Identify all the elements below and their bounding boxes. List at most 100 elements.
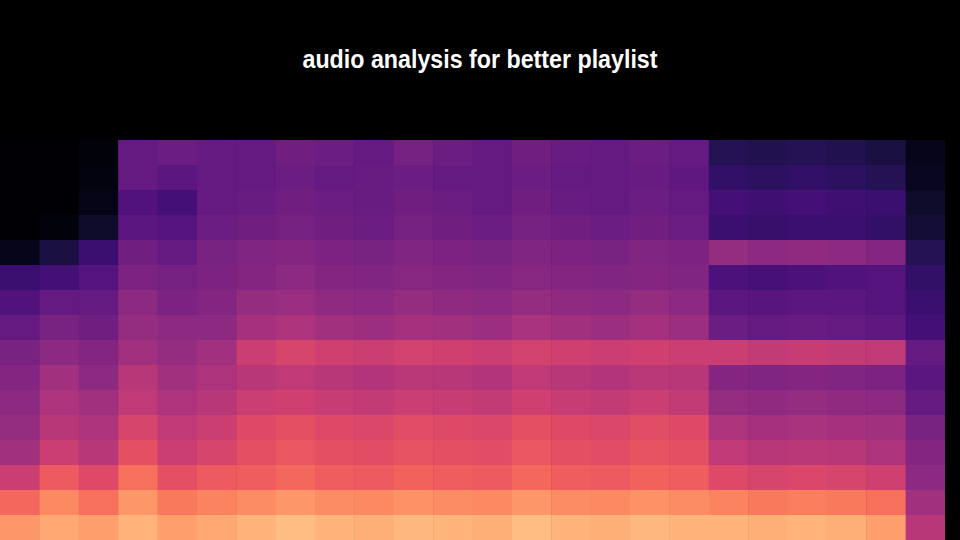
heatmap-cell — [394, 315, 434, 341]
heatmap-cell — [630, 290, 670, 316]
heatmap-cell — [118, 215, 158, 241]
heatmap-cell — [630, 315, 670, 341]
heatmap-cell — [354, 415, 394, 441]
heatmap-cell — [118, 265, 158, 291]
heatmap-cell — [709, 515, 749, 540]
heatmap-cell — [473, 440, 513, 466]
heatmap-cell — [0, 190, 40, 216]
heatmap-cell — [866, 440, 906, 466]
heatmap-cell — [0, 465, 40, 491]
heatmap-cell — [197, 165, 237, 191]
heatmap-cell — [433, 140, 473, 166]
heatmap-cell — [158, 515, 198, 540]
heatmap-cell — [866, 265, 906, 291]
heatmap-cell — [394, 390, 434, 416]
heatmap-cell — [512, 240, 552, 266]
heatmap-cell — [394, 515, 434, 540]
heatmap-cell — [748, 490, 788, 516]
heatmap-cell — [630, 515, 670, 540]
heatmap-cell — [788, 340, 828, 366]
heatmap-cell — [0, 290, 40, 316]
heatmap-cell — [354, 240, 394, 266]
heatmap-cell — [827, 290, 867, 316]
heatmap-cell — [0, 240, 40, 266]
heatmap-cell — [39, 415, 79, 441]
heatmap-cell — [354, 140, 394, 166]
heatmap-cell — [158, 290, 198, 316]
heatmap-cell — [236, 140, 276, 166]
heatmap-cell — [433, 215, 473, 241]
heatmap-cell — [394, 415, 434, 441]
heatmap-cell — [236, 215, 276, 241]
heatmap-cell — [354, 465, 394, 491]
heatmap-cell — [709, 365, 749, 391]
heatmap-cell — [709, 265, 749, 291]
heatmap-cell — [630, 190, 670, 216]
heatmap-cell — [315, 240, 355, 266]
heatmap-cell — [827, 190, 867, 216]
heatmap-cell — [158, 140, 198, 166]
heatmap-cell — [0, 440, 40, 466]
heatmap-cell — [118, 465, 158, 491]
heatmap-cell — [669, 515, 709, 540]
heatmap-cell — [591, 390, 631, 416]
heatmap-cell — [748, 240, 788, 266]
heatmap-cell — [39, 190, 79, 216]
heatmap-cell — [866, 390, 906, 416]
heatmap-cell — [118, 490, 158, 516]
heatmap-cell — [118, 190, 158, 216]
heatmap-cell — [591, 515, 631, 540]
heatmap-cell — [433, 390, 473, 416]
heatmap-cell — [827, 415, 867, 441]
heatmap-cell — [551, 315, 591, 341]
heatmap-cell — [315, 340, 355, 366]
heatmap-cell — [788, 165, 828, 191]
heatmap-cell — [79, 490, 119, 516]
heatmap-cell — [630, 265, 670, 291]
heatmap-cell — [433, 515, 473, 540]
heatmap-cell — [512, 340, 552, 366]
heatmap-cell — [276, 415, 316, 441]
heatmap-cell — [433, 440, 473, 466]
chart: audio analysis for better playlist — [0, 0, 960, 540]
heatmap-cell — [669, 315, 709, 341]
heatmap-cell — [827, 340, 867, 366]
heatmap-cell — [158, 190, 198, 216]
heatmap-cell — [827, 365, 867, 391]
heatmap-cell — [512, 365, 552, 391]
heatmap-cell — [591, 440, 631, 466]
heatmap-cell — [473, 415, 513, 441]
heatmap-cell — [79, 240, 119, 266]
heatmap-cell — [788, 265, 828, 291]
heatmap-cell — [433, 315, 473, 341]
heatmap-cell — [551, 415, 591, 441]
heatmap-cell — [276, 315, 316, 341]
heatmap-cell — [0, 515, 40, 540]
heatmap-cell — [591, 140, 631, 166]
heatmap-cell — [591, 365, 631, 391]
heatmap-cell — [79, 415, 119, 441]
heatmap-cell — [866, 415, 906, 441]
heatmap-cell — [354, 440, 394, 466]
heatmap-cell — [197, 190, 237, 216]
heatmap-cell — [79, 215, 119, 241]
heatmap-cell — [39, 490, 79, 516]
heatmap-cell — [158, 215, 198, 241]
heatmap-cell — [866, 240, 906, 266]
heatmap-cell — [669, 415, 709, 441]
heatmap-cell — [906, 315, 945, 341]
heatmap-cell — [236, 490, 276, 516]
heatmap-cell — [118, 240, 158, 266]
heatmap-cell — [473, 190, 513, 216]
heatmap-cell — [0, 315, 40, 341]
heatmap-cell — [512, 315, 552, 341]
heatmap-cell — [354, 490, 394, 516]
heatmap-cell — [866, 340, 906, 366]
heatmap-cell — [197, 415, 237, 441]
heatmap-cell — [394, 290, 434, 316]
heatmap-cell — [158, 390, 198, 416]
heatmap-cell — [827, 315, 867, 341]
heatmap-cell — [709, 215, 749, 241]
heatmap-cell — [748, 190, 788, 216]
heatmap-cell — [158, 165, 198, 191]
